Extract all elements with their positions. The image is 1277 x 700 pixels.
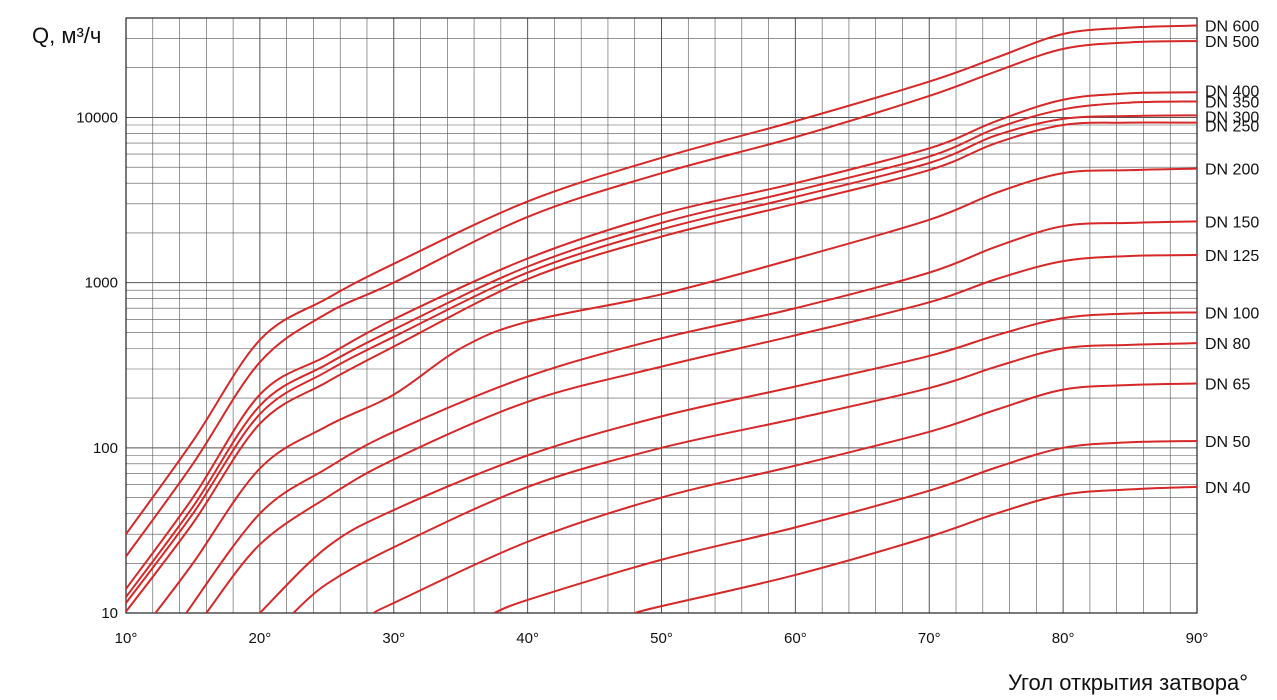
x-tick-label: 80°	[1052, 630, 1075, 647]
series-line-dn-40	[634, 485, 1197, 613]
series-label-dn-125: DN 125	[1205, 248, 1259, 265]
series-line-dn-150	[185, 220, 1197, 613]
series-label-dn-350: DN 350	[1205, 94, 1259, 111]
series-label-dn-200: DN 200	[1205, 162, 1259, 179]
y-axis-label: Q, м³/ч	[32, 23, 101, 48]
series-line-dn-250	[126, 121, 1197, 613]
series-label-dn-400: DN 400	[1205, 83, 1259, 100]
x-tick-label: 20°	[249, 630, 272, 647]
series-line-dn-80	[292, 342, 1197, 613]
x-tick-label: 40°	[516, 630, 539, 647]
series-label-dn-250: DN 250	[1205, 119, 1259, 136]
x-tick-label: 70°	[918, 630, 941, 647]
series-label-dn-600: DN 600	[1205, 19, 1259, 36]
y-tick-labels: 10 100 1000 10000	[76, 109, 118, 622]
series-line-dn-400	[126, 91, 1197, 590]
series-line-dn-200	[154, 167, 1197, 613]
series-label-dn-100: DN 100	[1205, 305, 1259, 322]
series-label-dn-300: DN 300	[1205, 109, 1259, 126]
series-label-dn-65: DN 65	[1205, 377, 1250, 394]
series-label-dn-40: DN 40	[1205, 480, 1250, 497]
series-line-dn-600	[126, 24, 1197, 535]
series-line-dn-500	[126, 40, 1197, 558]
x-tick-label: 30°	[382, 630, 405, 647]
series-label-dn-150: DN 150	[1205, 214, 1259, 231]
series-lines	[126, 24, 1197, 613]
x-tick-label: 10°	[115, 630, 138, 647]
series-line-dn-350	[126, 100, 1197, 598]
series-label-dn-50: DN 50	[1205, 434, 1250, 451]
series-line-dn-125	[205, 254, 1197, 613]
series-line-dn-300	[126, 114, 1197, 604]
y-tick-label: 1000	[85, 275, 118, 292]
series-line-dn-65	[373, 382, 1197, 613]
x-tick-labels: 10° 20° 30° 40° 50° 60° 70° 80° 90°	[115, 630, 1209, 647]
series-label-dn-500: DN 500	[1205, 34, 1259, 51]
y-tick-label: 100	[93, 440, 118, 457]
x-axis-label: Угол открытия затвора°	[1008, 670, 1248, 695]
series-line-dn-100	[259, 311, 1197, 613]
x-tick-label: 90°	[1186, 630, 1209, 647]
y-tick-label: 10000	[76, 109, 118, 126]
y-tick-label: 10	[101, 605, 118, 622]
plot-frame	[125, 17, 1198, 614]
x-tick-label: 50°	[650, 630, 673, 647]
series-label-dn-80: DN 80	[1205, 336, 1250, 353]
series-line-dn-50	[493, 439, 1197, 613]
x-tick-label: 60°	[784, 630, 807, 647]
